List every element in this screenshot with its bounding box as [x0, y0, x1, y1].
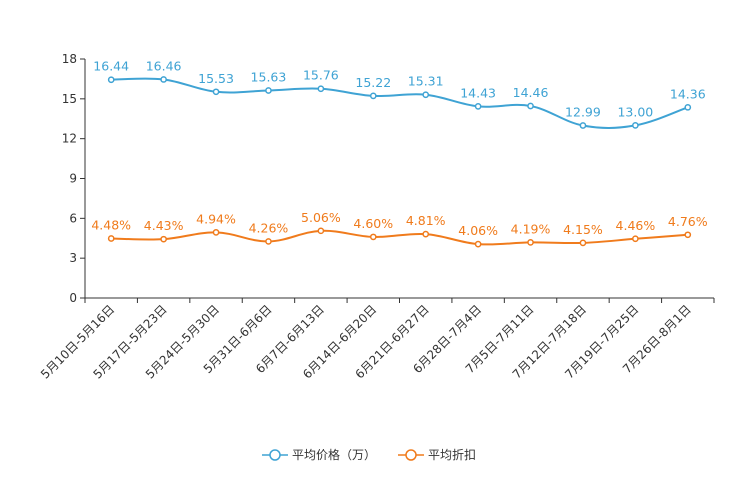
data-label: 12.99: [565, 105, 601, 120]
data-point: [422, 91, 430, 99]
data-point: [265, 87, 272, 94]
data-point: [632, 235, 639, 243]
data-label: 4.43%: [144, 218, 184, 233]
legend-marker-icon: [405, 449, 417, 461]
data-point: [632, 122, 639, 129]
data-label: 16.46: [146, 58, 182, 73]
data-point: [474, 103, 482, 110]
legend-label: 平均价格（万）: [292, 447, 376, 462]
data-point: [107, 76, 115, 84]
legend-label: 平均折扣: [428, 447, 476, 462]
y-tick-label: 6: [69, 211, 77, 225]
y-tick-label: 0: [69, 291, 77, 305]
series-line-1: [111, 77, 689, 129]
data-point: [212, 88, 220, 96]
data-label: 15.76: [303, 68, 339, 83]
data-label: 5.06%: [301, 210, 341, 225]
data-label: 14.43: [460, 85, 496, 100]
data-point: [317, 227, 325, 235]
data-point: [160, 235, 167, 243]
data-point: [369, 233, 377, 241]
data-point: [265, 238, 272, 245]
series-line-2: [111, 229, 688, 246]
data-point: [684, 103, 692, 111]
data-point: [107, 235, 115, 242]
data-point: [579, 122, 587, 129]
y-tick-label: 3: [69, 251, 77, 265]
data-label: 13.00: [617, 104, 653, 119]
data-label: 15.53: [198, 71, 234, 86]
data-point: [422, 230, 430, 238]
data-point: [579, 239, 587, 247]
data-label: 4.06%: [458, 223, 498, 238]
data-label: 4.94%: [196, 211, 236, 226]
data-label: 4.60%: [353, 216, 393, 231]
data-point: [369, 92, 377, 100]
data-point: [474, 240, 482, 248]
data-label: 4.48%: [91, 218, 131, 233]
data-label: 4.81%: [406, 213, 446, 228]
y-tick-label: 15: [62, 92, 77, 106]
data-label: 14.36: [670, 86, 706, 101]
y-tick-label: 12: [62, 132, 77, 146]
data-label: 14.46: [513, 85, 549, 100]
data-label: 4.15%: [563, 222, 603, 237]
y-tick-label: 9: [69, 172, 77, 186]
data-label: 15.31: [408, 74, 444, 89]
legend-marker-icon: [269, 449, 281, 461]
data-point: [527, 102, 534, 110]
data-label: 15.22: [355, 75, 391, 90]
data-point: [527, 239, 534, 246]
data-point: [684, 231, 692, 239]
data-label: 4.26%: [249, 220, 289, 235]
data-point: [212, 229, 220, 236]
data-point: [160, 76, 167, 83]
data-label: 4.19%: [511, 221, 551, 236]
data-label: 16.44: [93, 59, 129, 74]
data-label: 4.46%: [616, 218, 656, 233]
y-tick-label: 18: [62, 52, 77, 66]
data-label: 4.76%: [668, 214, 708, 229]
data-point: [317, 85, 325, 93]
data-label: 15.63: [251, 69, 287, 84]
